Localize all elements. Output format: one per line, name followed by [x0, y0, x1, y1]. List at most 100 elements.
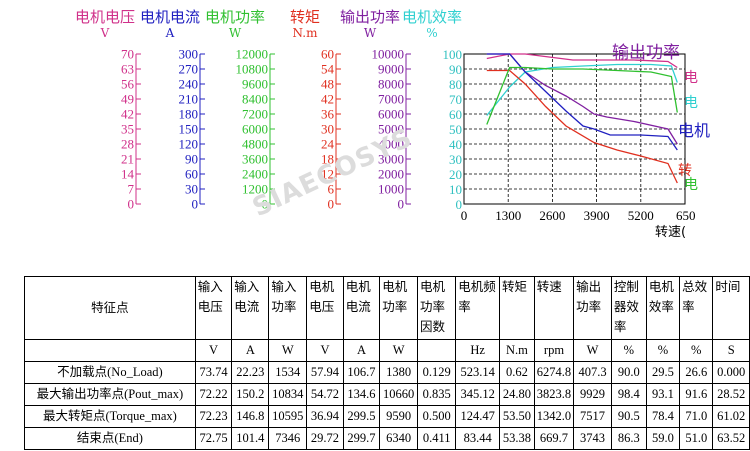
table-header-cell: 输出功率 [573, 276, 612, 340]
axis-tick-label-0-6: 28 [121, 137, 134, 152]
row-label: 不加载点(No_Load) [24, 361, 196, 384]
table-row: 不加载点(No_Load) 73.74 22.23 1534 57.94 106.7 138… [24, 361, 750, 384]
plot-y-tick-9: 10 [449, 182, 462, 197]
table-unit-cell: W [573, 339, 612, 362]
table-cell: 53.38 [499, 427, 535, 450]
table-cell: 669.7 [533, 427, 575, 450]
axis-tick-label-1-1: 270 [179, 62, 199, 77]
table-cell: 106.7 [342, 361, 381, 384]
table-header-cell: 总效率 [679, 276, 714, 340]
series-line-4 [486, 69, 678, 184]
axis-tick-label-4-10: 0 [398, 197, 405, 212]
axis-unit-5: % [426, 26, 437, 40]
axis-title-4: 输出功率 [340, 8, 400, 26]
axis-unit-0: V [100, 26, 110, 40]
table-cell: 6340 [379, 427, 419, 450]
axis-tick-label-2-9: 1200 [242, 182, 268, 197]
table-cell: 10595 [268, 405, 308, 428]
table-header-cell: 转速 [533, 276, 575, 340]
table-cell: 73.74 [194, 361, 233, 384]
series-label-3: 电机 [678, 121, 710, 140]
axis-tick-label-0-10: 0 [128, 197, 135, 212]
series-line-2 [486, 63, 678, 116]
plot-y-tick-7: 30 [449, 152, 462, 167]
axis-tick-label-0-4: 42 [121, 107, 134, 122]
axis-tick-label-2-7: 3600 [242, 152, 268, 167]
table-cell: 0.62 [499, 361, 535, 384]
table-unit-cell: V [306, 339, 344, 362]
axis-unit-3: N.m [293, 26, 319, 40]
table-cell: 72.23 [194, 405, 233, 428]
axis-tick-label-3-7: 18 [321, 152, 334, 167]
row-label: 结束点(End) [24, 427, 196, 450]
table-cell: 29.72 [306, 427, 344, 450]
table-cell: 146.8 [231, 405, 270, 428]
series-line-1 [486, 53, 678, 69]
axis-tick-label-4-4: 6000 [378, 107, 404, 122]
table-cell: 72.22 [194, 383, 233, 406]
axis-tick-label-1-6: 120 [179, 137, 199, 152]
plot-x-label: 转速( [655, 225, 686, 240]
row-label: 最大输出功率点(Pout_max) [24, 383, 196, 406]
plot-y-tick-10: 0 [456, 197, 463, 212]
table-cell: 407.3 [573, 361, 612, 384]
table-cell: 57.94 [306, 361, 344, 384]
table-cell: 9590 [379, 405, 419, 428]
series-line-3 [486, 53, 678, 151]
axis-tick-label-2-8: 2400 [242, 167, 268, 182]
table-unit-cell: A [342, 339, 381, 362]
table-cell: 299.7 [342, 427, 381, 450]
table-header-cell: 转矩 [499, 276, 535, 340]
table-cell: 0.000 [712, 361, 750, 384]
table-cell: 29.5 [645, 361, 681, 384]
axis-tick-label-0-3: 49 [121, 92, 134, 107]
plot-y-tick-6: 40 [449, 137, 462, 152]
plot-x-tick-0: 0 [461, 208, 468, 223]
table-unit-cell: % [645, 339, 681, 362]
table-units-row: V A W V A W Hz N.m rpm W%%% S [24, 339, 750, 362]
axis-tick-label-4-6: 4000 [378, 137, 404, 152]
series-line-5 [486, 66, 678, 125]
table-cell: 93.1 [645, 383, 681, 406]
axis-tick-label-2-0: 12000 [236, 47, 269, 62]
plot-x-tick-5: 650 [676, 208, 696, 223]
table-cell: 83.44 [455, 427, 501, 450]
table-cell: 0.129 [417, 361, 457, 384]
axis-tick-label-4-3: 7000 [378, 92, 404, 107]
series-label-0: 输出功率 [612, 43, 680, 63]
table-row: 最大输出功率点(Pout_max) 72.22 150.2 10834 54.72 134… [24, 383, 750, 406]
table-header-cell: 电机效率 [645, 276, 681, 340]
table-cell: 24.80 [499, 383, 535, 406]
table-header-cell: 电机电流 [342, 276, 381, 340]
series-label-4: 转 [678, 163, 692, 179]
table-cell: 7517 [573, 405, 612, 428]
axis-title-5: 电机效率 [402, 8, 462, 26]
axis-tick-label-0-2: 56 [121, 77, 135, 92]
plot-x-tick-3: 3900 [584, 208, 610, 223]
plot-y-tick-3: 70 [449, 92, 462, 107]
axis-tick-label-0-9: 7 [128, 182, 135, 197]
axis-tick-label-0-7: 21 [121, 152, 134, 167]
plot-y-tick-0: 100 [443, 47, 463, 62]
table-cell: 90.5 [610, 405, 647, 428]
axis-tick-label-4-5: 5000 [378, 122, 404, 137]
axis-tick-label-4-9: 1000 [378, 182, 404, 197]
table-cell: 53.50 [499, 405, 535, 428]
table-cell: 0.835 [417, 383, 457, 406]
series-label-1: 电 [684, 70, 698, 86]
table-cell: 91.6 [679, 383, 714, 406]
table-cell: 0.411 [417, 427, 457, 450]
table-header-cell: 电机功率因数 [417, 276, 457, 340]
table-cell: 1380 [379, 361, 419, 384]
table-header-cell: 电机电压 [306, 276, 344, 340]
axis-title-2: 电机功率 [205, 8, 265, 26]
axis-tick-label-2-3: 8400 [242, 92, 268, 107]
axis-tick-label-0-8: 14 [121, 167, 135, 182]
table-header-cell: 控制器效率 [610, 276, 647, 340]
axis-tick-label-1-5: 150 [179, 122, 199, 137]
series-label-2: 电 [684, 95, 698, 111]
plot-y-tick-2: 80 [449, 77, 462, 92]
plot-y-tick-8: 20 [449, 167, 462, 182]
table-cell: 63.52 [712, 427, 750, 450]
axis-tick-label-1-4: 180 [179, 107, 199, 122]
